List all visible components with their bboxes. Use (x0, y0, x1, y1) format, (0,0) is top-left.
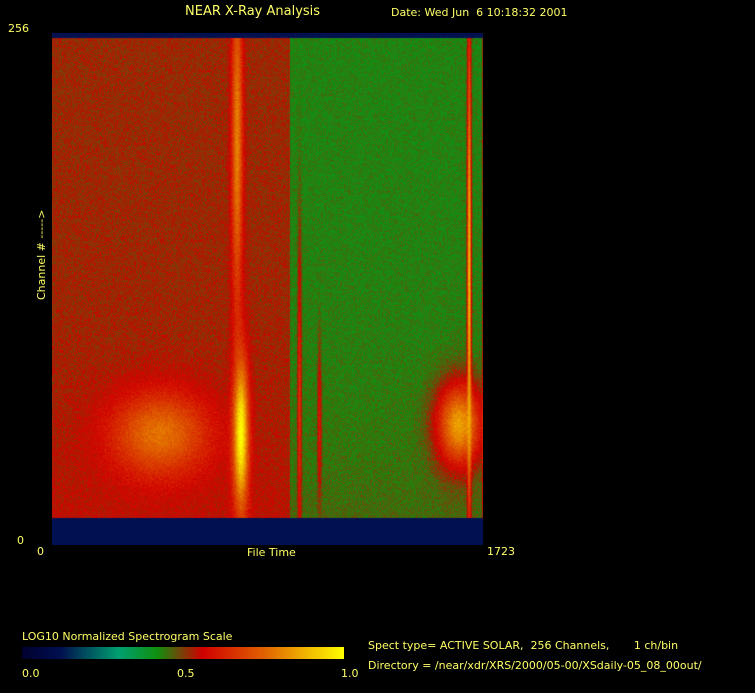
colorbar (22, 647, 344, 659)
colorbar-tick-05: 0.5 (177, 667, 195, 680)
colorbar-tick-1: 1.0 (341, 667, 359, 680)
colorbar-tick-0: 0.0 (22, 667, 40, 680)
colorbar-title: LOG10 Normalized Spectrogram Scale (22, 630, 233, 643)
spectrogram-heatmap (52, 33, 483, 545)
x-axis-label: File Time (247, 546, 296, 559)
directory-info: Directory = /near/xdr/XRS/2000/05-00/XSd… (368, 659, 702, 672)
date-label: Date: Wed Jun 6 10:18:32 2001 (391, 6, 568, 19)
spect-type-info: Spect type= ACTIVE SOLAR, 256 Channels, … (368, 639, 679, 652)
x-tick-max: 1723 (487, 545, 515, 558)
y-axis-label: Channel # -----> (35, 209, 48, 300)
y-tick-min: 0 (17, 534, 24, 547)
plot-title: NEAR X-Ray Analysis (185, 4, 321, 19)
y-tick-max: 256 (8, 22, 29, 35)
x-tick-min: 0 (37, 545, 44, 558)
